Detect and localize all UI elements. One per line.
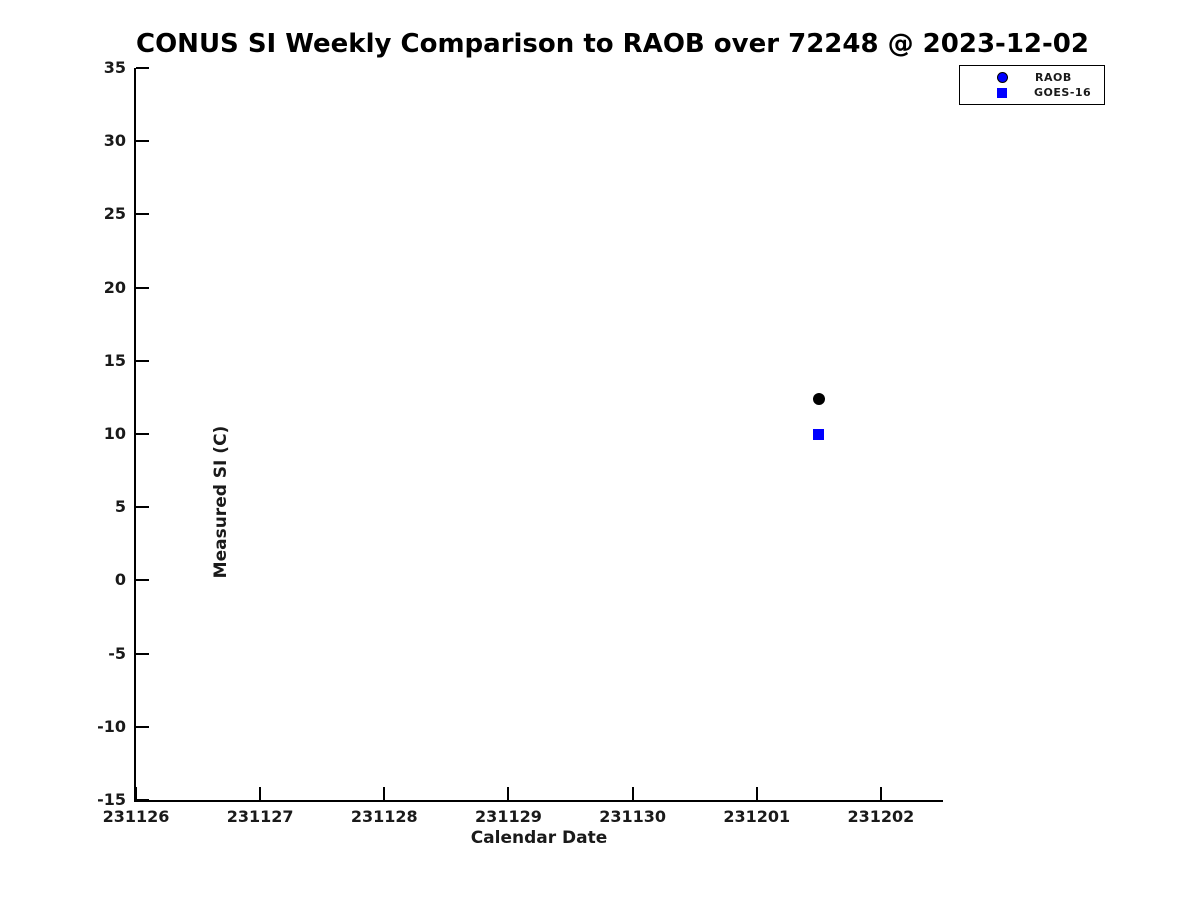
- x-tick: [755, 787, 758, 800]
- data-point-goes-16: [813, 429, 824, 440]
- y-tick: [136, 359, 149, 362]
- y-tick: [136, 799, 149, 801]
- legend-label: GOES-16: [1034, 86, 1092, 99]
- x-axis-label: Calendar Date: [470, 828, 608, 848]
- y-axis-label: Measured SI (C): [211, 425, 231, 579]
- y-tick: [136, 433, 149, 435]
- legend: RAOB GOES-16: [959, 65, 1105, 105]
- y-tick: [136, 725, 149, 728]
- y-tick-label: 15: [103, 350, 126, 370]
- y-tick: [136, 213, 149, 216]
- y-tick-label: 10: [103, 424, 126, 443]
- x-tick: [259, 787, 262, 800]
- y-tick: [136, 652, 149, 655]
- legend-label: RAOB: [1035, 71, 1072, 84]
- y-tick: [136, 506, 149, 509]
- x-tick-label: 231201: [723, 807, 791, 826]
- y-tick: [136, 286, 149, 289]
- x-tick-label: 231130: [599, 807, 666, 826]
- legend-row: GOES-16: [960, 85, 1104, 100]
- x-tick: [879, 787, 882, 800]
- y-tick-label: 5: [114, 497, 126, 517]
- y-tick: [136, 67, 149, 69]
- y-tick-label: 30: [103, 131, 126, 151]
- legend-circle-marker-icon: [997, 72, 1008, 83]
- x-tick: [507, 787, 510, 800]
- x-tick-label: 231202: [847, 807, 915, 826]
- y-axis-line: [134, 68, 136, 802]
- y-tick-label: -10: [97, 716, 126, 736]
- chart-title: CONUS SI Weekly Comparison to RAOB over …: [136, 29, 1089, 59]
- y-tick: [136, 579, 149, 582]
- y-tick-label: 0: [114, 570, 126, 590]
- plot-area: Measured SI (C) 35 30 25 20 15 10 5 0 -5 -10 -15 23…: [97, 58, 943, 826]
- x-tick: [631, 787, 634, 800]
- legend-row: RAOB: [960, 70, 1104, 85]
- x-tick-label: 231126: [102, 807, 170, 826]
- x-tick-label: 231128: [350, 807, 418, 826]
- x-axis-line: [134, 800, 943, 802]
- y-tick-label: 25: [103, 204, 126, 224]
- data-point-raob: [813, 393, 825, 405]
- y-tick-label: 20: [103, 277, 126, 297]
- y-tick: [136, 140, 149, 143]
- x-tick-label: 231129: [475, 807, 542, 826]
- y-tick-label: 35: [103, 58, 126, 77]
- x-tick: [383, 787, 386, 800]
- x-tick: [135, 787, 137, 800]
- y-tick-label: -5: [108, 643, 126, 663]
- legend-square-marker-icon: [997, 87, 1007, 98]
- y-tick-label: -15: [97, 790, 126, 809]
- x-tick-label: 231127: [226, 807, 294, 826]
